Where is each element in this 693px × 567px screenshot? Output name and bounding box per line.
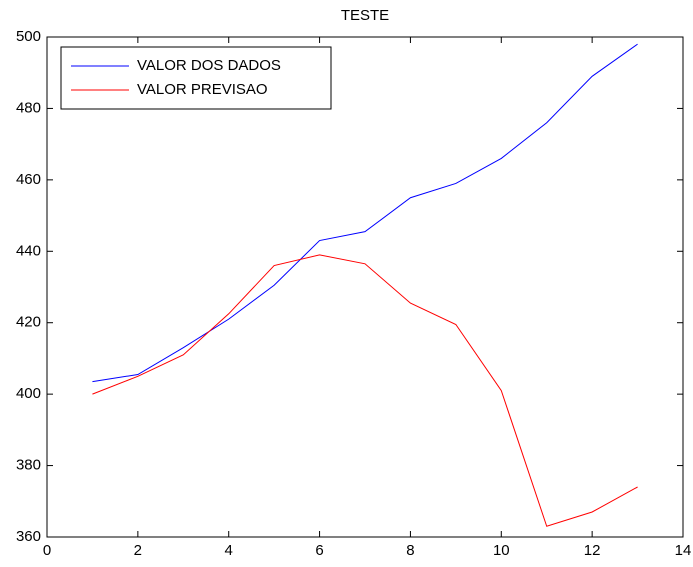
x-tick-label: 8 — [406, 542, 414, 559]
x-tick-label: 10 — [493, 542, 510, 559]
x-tick-label: 6 — [315, 542, 323, 559]
y-tick-label: 480 — [16, 99, 41, 116]
plot-frame — [46, 36, 684, 538]
legend-box — [60, 46, 332, 110]
data-line — [92, 254, 638, 527]
y-tick-label: 360 — [16, 528, 41, 545]
legend-label: VALOR PREVISAO — [137, 81, 268, 98]
y-tick-label: 460 — [16, 171, 41, 188]
x-tick-label: 0 — [43, 542, 51, 559]
x-tick-label: 14 — [675, 542, 692, 559]
data-line — [92, 43, 638, 383]
y-tick-label: 380 — [16, 457, 41, 474]
y-tick-label: 440 — [16, 242, 41, 259]
legend-label: VALOR DOS DADOS — [137, 57, 281, 74]
y-tick-label: 400 — [16, 385, 41, 402]
x-tick-label: 2 — [134, 542, 142, 559]
x-tick-label: 12 — [584, 542, 601, 559]
y-tick-label: 500 — [16, 28, 41, 45]
chart-title: TESTE — [341, 7, 389, 24]
y-tick-label: 420 — [16, 314, 41, 331]
x-tick-label: 4 — [225, 542, 233, 559]
